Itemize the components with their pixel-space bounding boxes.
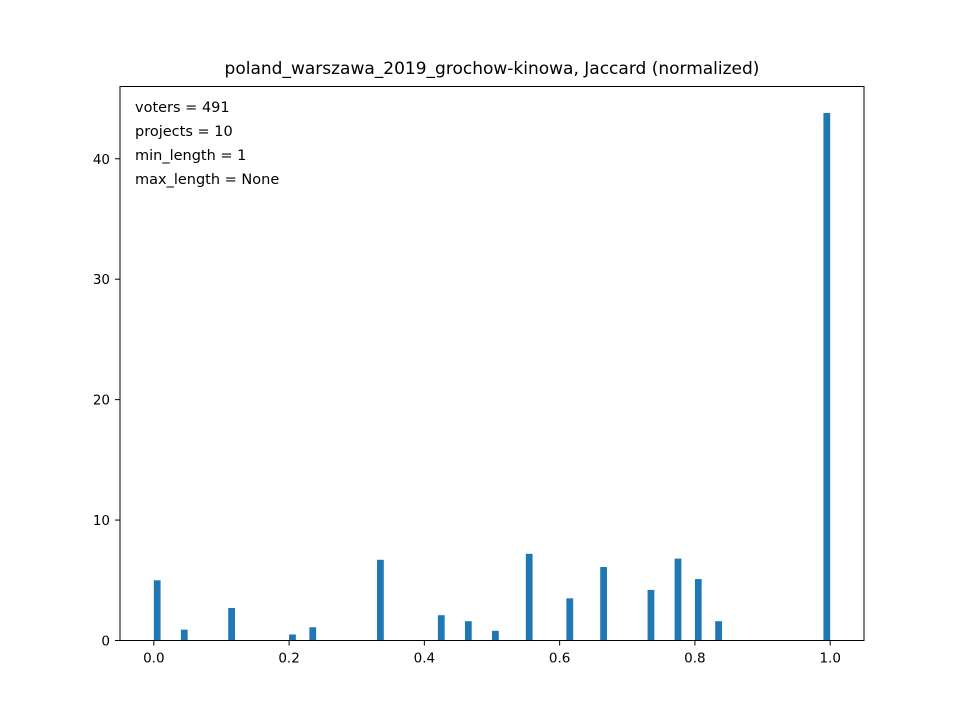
bar [377,559,384,641]
bar [823,112,831,641]
y-tick-label: 30 [93,272,110,288]
annotation-box: voters = 491 projects = 10 min_length = 1 m… [135,100,279,188]
annotation-line: min_length = 1 [135,148,246,164]
bar [566,598,574,641]
y-tick-label: 10 [93,513,110,529]
bar [674,558,682,641]
bar [525,553,533,641]
x-tick-label: 0.6 [549,651,570,667]
annotation-line: voters = 491 [135,100,230,116]
x-tick-label: 0.0 [143,651,164,667]
bar [647,589,655,641]
y-tick-label: 0 [101,634,110,650]
x-axis-ticks: 0.0 0.2 0.4 0.6 0.8 1.0 [143,640,841,667]
bar [464,621,472,641]
bars-group [153,112,831,641]
bar [715,621,722,641]
x-tick-label: 0.8 [684,651,705,667]
bar [600,567,607,641]
y-tick-label: 40 [93,152,110,168]
bar [289,634,296,641]
x-tick-label: 0.4 [414,651,435,667]
x-tick-label: 1.0 [819,651,840,667]
bar [309,627,317,641]
y-tick-label: 20 [93,393,110,409]
plot-frame [119,86,865,641]
bar [180,629,188,641]
annotation-line: projects = 10 [135,124,233,140]
annotation-line: max_length = None [135,172,279,188]
chart-title: poland_warszawa_2019_grochow-kinowa, Jac… [225,59,760,79]
bar [492,630,499,641]
bar [694,579,702,641]
x-tick-label: 0.2 [278,651,299,667]
bar [153,580,161,641]
bar [437,615,445,641]
bar [228,607,235,641]
y-axis-ticks: 0 10 20 30 40 [93,152,120,650]
